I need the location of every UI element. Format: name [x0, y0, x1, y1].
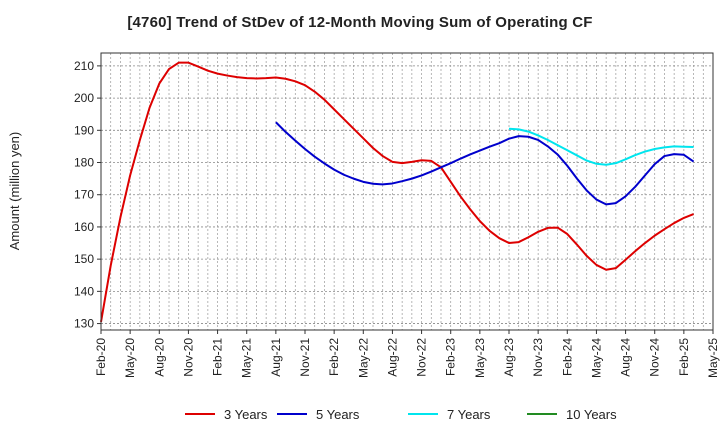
y-tick-label: 180	[74, 156, 94, 170]
y-tick-label: 130	[74, 317, 94, 331]
x-tick-label: Aug-24	[619, 338, 633, 377]
x-tick-label: Aug-21	[269, 338, 283, 377]
x-tick-label: Aug-22	[385, 338, 399, 377]
x-tick-label: May-23	[473, 338, 487, 378]
x-tick-label: May-20	[123, 338, 137, 378]
x-tick-label: Feb-23	[444, 338, 458, 376]
x-tick-label: Aug-23	[502, 338, 516, 377]
y-tick-label: 190	[74, 123, 94, 137]
x-tick-label: Nov-22	[415, 338, 429, 377]
x-tick-label: Feb-24	[560, 338, 574, 376]
x-tick-label: Feb-21	[211, 338, 225, 376]
x-tick-label: Feb-20	[94, 338, 108, 376]
x-tick-label: May-22	[356, 338, 370, 378]
series-line-5-years	[275, 121, 695, 206]
x-tick-label: May-21	[240, 338, 254, 378]
legend-item: 10 Years	[527, 407, 617, 422]
chart-title: [4760] Trend of StDev of 12-Month Moving…	[127, 14, 593, 31]
x-axis: Feb-20 May-20 Aug-20 Nov-20 Feb-21 May-21 Aug-…	[94, 330, 720, 378]
legend-label: 5 Years	[316, 407, 360, 422]
x-tick-label: Feb-25	[677, 338, 691, 376]
series-line-7-years	[508, 127, 694, 166]
legend-label: 3 Years	[224, 407, 268, 422]
series-line-3-years	[100, 61, 694, 323]
series-layer	[100, 61, 695, 323]
grid-layer	[101, 53, 713, 330]
legend-item: 7 Years	[408, 407, 491, 422]
x-tick-label: May-24	[589, 338, 603, 378]
legend-item: 3 Years	[185, 407, 268, 422]
x-tick-label: Nov-20	[181, 338, 195, 377]
y-tick-label: 160	[74, 220, 94, 234]
x-tick-label: Nov-23	[531, 338, 545, 377]
y-axis: 130 140 150 160 170 180 190 200 210	[74, 59, 101, 331]
legend-item: 5 Years	[277, 407, 360, 422]
x-tick-label: Aug-20	[152, 338, 166, 377]
x-tick-label: Nov-24	[648, 338, 662, 377]
plot-frame	[100, 52, 714, 331]
x-tick-label: Feb-22	[327, 338, 341, 376]
legend: 3 Years 5 Years 7 Years 10 Years	[185, 407, 617, 422]
y-axis-title: Amount (million yen)	[7, 132, 22, 251]
y-tick-label: 200	[74, 91, 94, 105]
legend-label: 10 Years	[566, 407, 617, 422]
y-tick-label: 210	[74, 59, 94, 73]
y-tick-label: 170	[74, 188, 94, 202]
x-tick-label: May-25	[706, 338, 720, 378]
y-tick-label: 140	[74, 284, 94, 298]
legend-label: 7 Years	[447, 407, 491, 422]
y-tick-label: 150	[74, 252, 94, 266]
x-tick-label: Nov-21	[298, 338, 312, 377]
